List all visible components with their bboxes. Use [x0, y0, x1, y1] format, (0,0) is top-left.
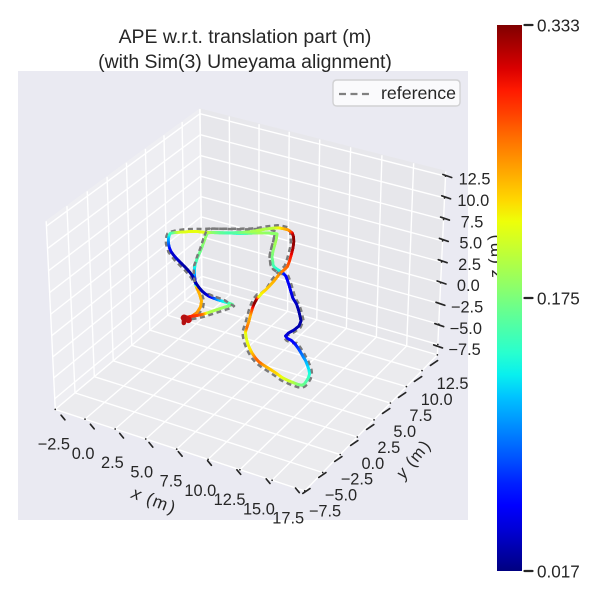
svg-text:0.333: 0.333: [537, 16, 580, 35]
svg-text:5.0: 5.0: [459, 235, 482, 253]
svg-text:12.5: 12.5: [214, 491, 246, 509]
svg-text:12.5: 12.5: [437, 375, 469, 393]
svg-text:−7.5: −7.5: [448, 341, 480, 359]
svg-text:0.017: 0.017: [537, 562, 580, 581]
svg-text:15.0: 15.0: [243, 500, 275, 518]
svg-text:7.5: 7.5: [160, 473, 183, 491]
svg-text:10.0: 10.0: [421, 391, 453, 409]
svg-text:2.5: 2.5: [458, 256, 481, 274]
svg-text:0.0: 0.0: [72, 445, 95, 463]
svg-text:−5.0: −5.0: [450, 320, 482, 338]
svg-text:APE w.r.t. translation part (m: APE w.r.t. translation part (m): [119, 26, 372, 48]
svg-text:2.5: 2.5: [377, 439, 400, 457]
svg-text:−5.0: −5.0: [325, 487, 357, 505]
svg-text:7.5: 7.5: [461, 213, 484, 231]
svg-text:−2.5: −2.5: [451, 299, 483, 317]
svg-text:12.5: 12.5: [459, 171, 491, 189]
svg-text:5.0: 5.0: [393, 423, 416, 441]
svg-text:7.5: 7.5: [409, 407, 432, 425]
svg-text:10.0: 10.0: [184, 482, 216, 500]
svg-text:2.5: 2.5: [101, 454, 124, 472]
svg-text:−7.5: −7.5: [309, 503, 341, 521]
svg-text:(with Sim(3) Umeyama alignment: (with Sim(3) Umeyama alignment): [98, 51, 392, 73]
svg-text:0.175: 0.175: [537, 289, 580, 308]
svg-text:10.0: 10.0: [457, 192, 489, 210]
svg-text:−2.5: −2.5: [341, 471, 373, 489]
svg-text:17.5: 17.5: [272, 510, 304, 528]
svg-text:reference: reference: [381, 83, 456, 103]
svg-text:0.0: 0.0: [361, 455, 384, 473]
svg-text:−2.5: −2.5: [38, 436, 70, 454]
svg-text:5.0: 5.0: [130, 463, 153, 481]
svg-text:0.0: 0.0: [457, 277, 480, 295]
